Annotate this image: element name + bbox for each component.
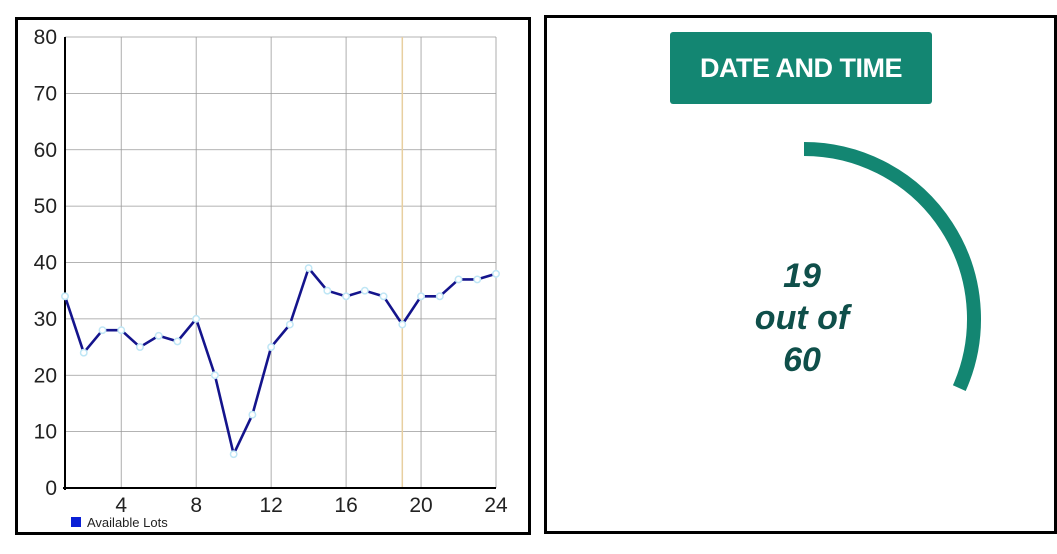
data-point <box>230 451 236 457</box>
data-point <box>193 316 199 322</box>
data-point <box>324 287 330 293</box>
legend-swatch <box>71 517 81 527</box>
data-point <box>305 265 311 271</box>
y-tick-label: 50 <box>34 195 57 218</box>
data-point <box>418 293 424 299</box>
y-tick-label: 70 <box>34 82 57 105</box>
data-point <box>155 333 161 339</box>
series-line <box>65 268 496 454</box>
gauge-panel: DATE AND TIME 19 out of 60 <box>544 15 1057 534</box>
x-tick-label: 24 <box>484 494 508 517</box>
data-point <box>62 293 68 299</box>
legend-label: Available Lots <box>87 515 168 530</box>
occupancy-chart-panel: 0 10 20 30 40 50 60 70 80 4 8 12 16 20 24 Available Lot… <box>15 17 531 535</box>
data-point <box>212 372 218 378</box>
y-tick-label: 60 <box>34 139 57 162</box>
data-point <box>380 293 386 299</box>
data-point <box>174 338 180 344</box>
data-point <box>99 327 105 333</box>
data-point <box>268 344 274 350</box>
available-lots-chart: 0 10 20 30 40 50 60 70 80 4 8 12 16 20 24 Available Lot… <box>18 20 528 532</box>
data-point <box>493 271 499 277</box>
x-tick-label: 4 <box>115 494 127 517</box>
x-tick-label: 16 <box>334 494 357 517</box>
gauge-max-text: 60 <box>737 343 867 377</box>
x-tick-label: 8 <box>190 494 202 517</box>
y-tick-label: 40 <box>34 252 57 275</box>
data-point <box>474 276 480 282</box>
y-tick-label: 0 <box>45 477 57 500</box>
data-point <box>437 293 443 299</box>
data-point <box>118 327 124 333</box>
y-tick-label: 20 <box>34 364 57 387</box>
x-tick-label: 12 <box>259 494 282 517</box>
y-tick-label: 80 <box>34 26 57 49</box>
gauge-out-of-text: out of <box>737 301 867 335</box>
data-point <box>249 412 255 418</box>
x-tick-label: 20 <box>409 494 432 517</box>
data-point <box>137 344 143 350</box>
data-point <box>455 276 461 282</box>
data-point <box>287 321 293 327</box>
y-tick-label: 30 <box>34 308 57 331</box>
y-tick-label: 10 <box>34 421 57 444</box>
gauge-value-text: 19 <box>737 259 867 293</box>
data-point <box>343 293 349 299</box>
data-point <box>362 287 368 293</box>
data-point <box>81 350 87 356</box>
data-point <box>399 321 405 327</box>
